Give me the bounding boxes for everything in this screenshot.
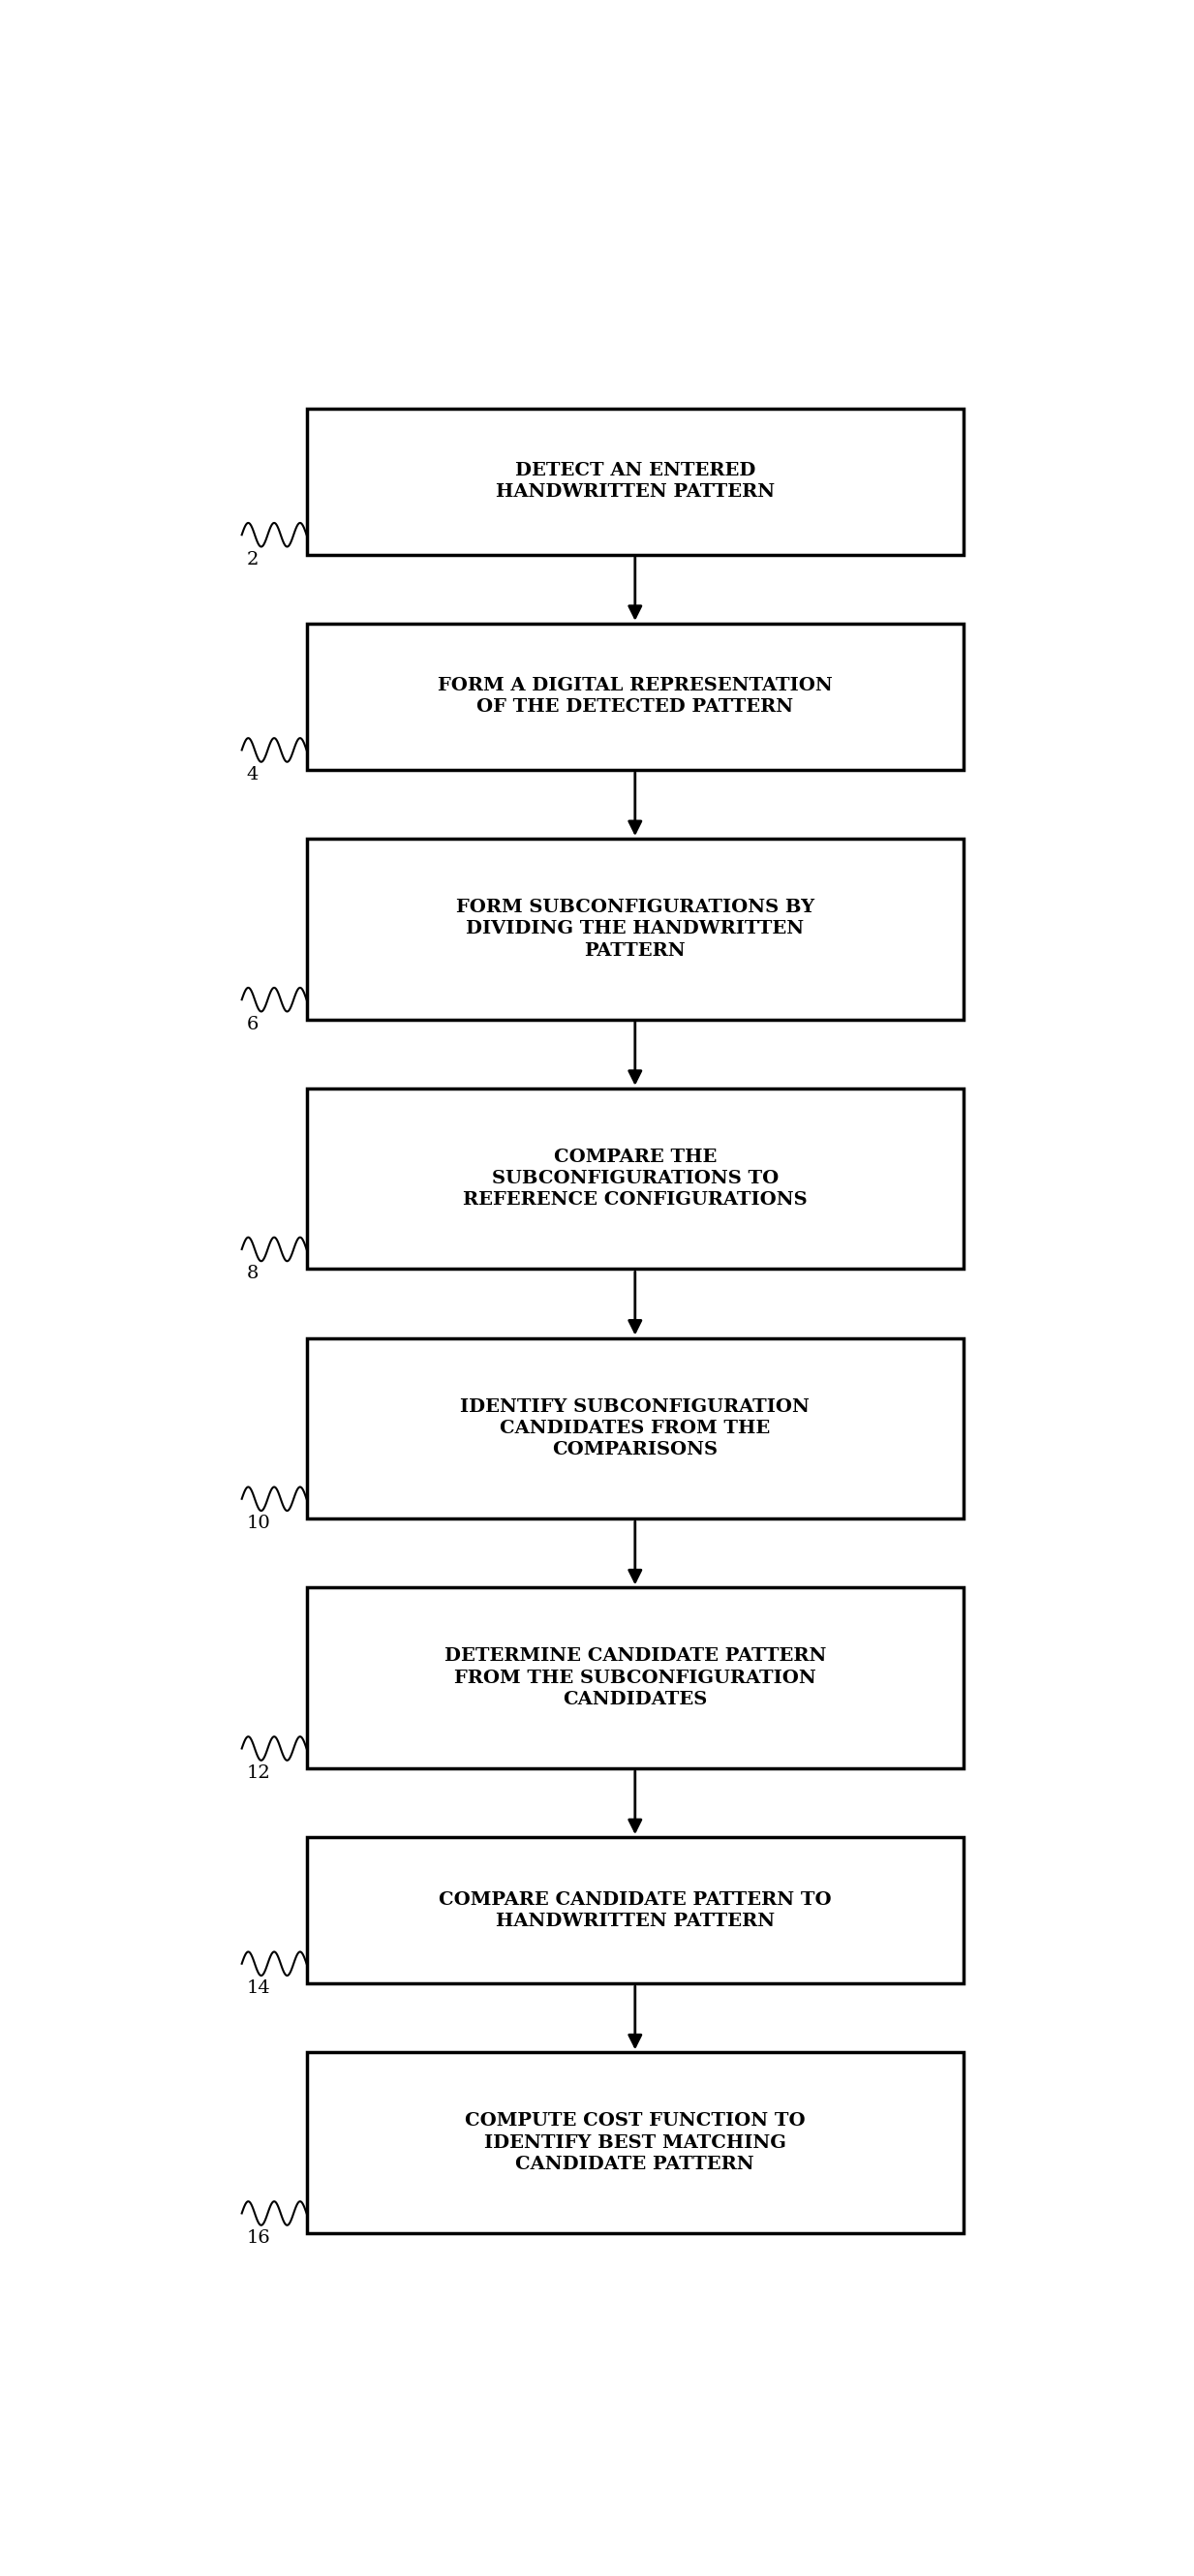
Text: COMPARE THE
SUBCONFIGURATIONS TO
REFERENCE CONFIGURATIONS: COMPARE THE SUBCONFIGURATIONS TO REFEREN… bbox=[463, 1149, 807, 1208]
Text: 16: 16 bbox=[246, 2228, 270, 2246]
Text: FORM SUBCONFIGURATIONS BY
DIVIDING THE HANDWRITTEN
PATTERN: FORM SUBCONFIGURATIONS BY DIVIDING THE H… bbox=[456, 899, 814, 958]
Text: DETECT AN ENTERED
HANDWRITTEN PATTERN: DETECT AN ENTERED HANDWRITTEN PATTERN bbox=[496, 461, 775, 500]
Bar bbox=[307, 840, 964, 1020]
Bar bbox=[307, 407, 964, 554]
Text: 14: 14 bbox=[246, 1978, 270, 1996]
Bar bbox=[307, 1587, 964, 1767]
Bar bbox=[307, 1087, 964, 1270]
Text: FORM A DIGITAL REPRESENTATION
OF THE DETECTED PATTERN: FORM A DIGITAL REPRESENTATION OF THE DET… bbox=[438, 677, 832, 716]
Bar bbox=[307, 2053, 964, 2233]
Text: 12: 12 bbox=[246, 1765, 270, 1783]
Text: 2: 2 bbox=[246, 551, 258, 569]
Bar bbox=[307, 623, 964, 770]
Bar bbox=[307, 1337, 964, 1520]
Text: 4: 4 bbox=[246, 765, 258, 783]
Text: COMPARE CANDIDATE PATTERN TO
HANDWRITTEN PATTERN: COMPARE CANDIDATE PATTERN TO HANDWRITTEN… bbox=[438, 1891, 831, 1929]
Text: 8: 8 bbox=[246, 1265, 258, 1283]
Text: DETERMINE CANDIDATE PATTERN
FROM THE SUBCONFIGURATION
CANDIDATES: DETERMINE CANDIDATE PATTERN FROM THE SUB… bbox=[444, 1649, 826, 1708]
Text: 10: 10 bbox=[246, 1515, 270, 1533]
Text: COMPUTE COST FUNCTION TO
IDENTIFY BEST MATCHING
CANDIDATE PATTERN: COMPUTE COST FUNCTION TO IDENTIFY BEST M… bbox=[464, 2112, 805, 2174]
Text: IDENTIFY SUBCONFIGURATION
CANDIDATES FROM THE
COMPARISONS: IDENTIFY SUBCONFIGURATION CANDIDATES FRO… bbox=[461, 1399, 810, 1458]
Bar bbox=[307, 1837, 964, 1984]
Text: 6: 6 bbox=[246, 1015, 258, 1033]
